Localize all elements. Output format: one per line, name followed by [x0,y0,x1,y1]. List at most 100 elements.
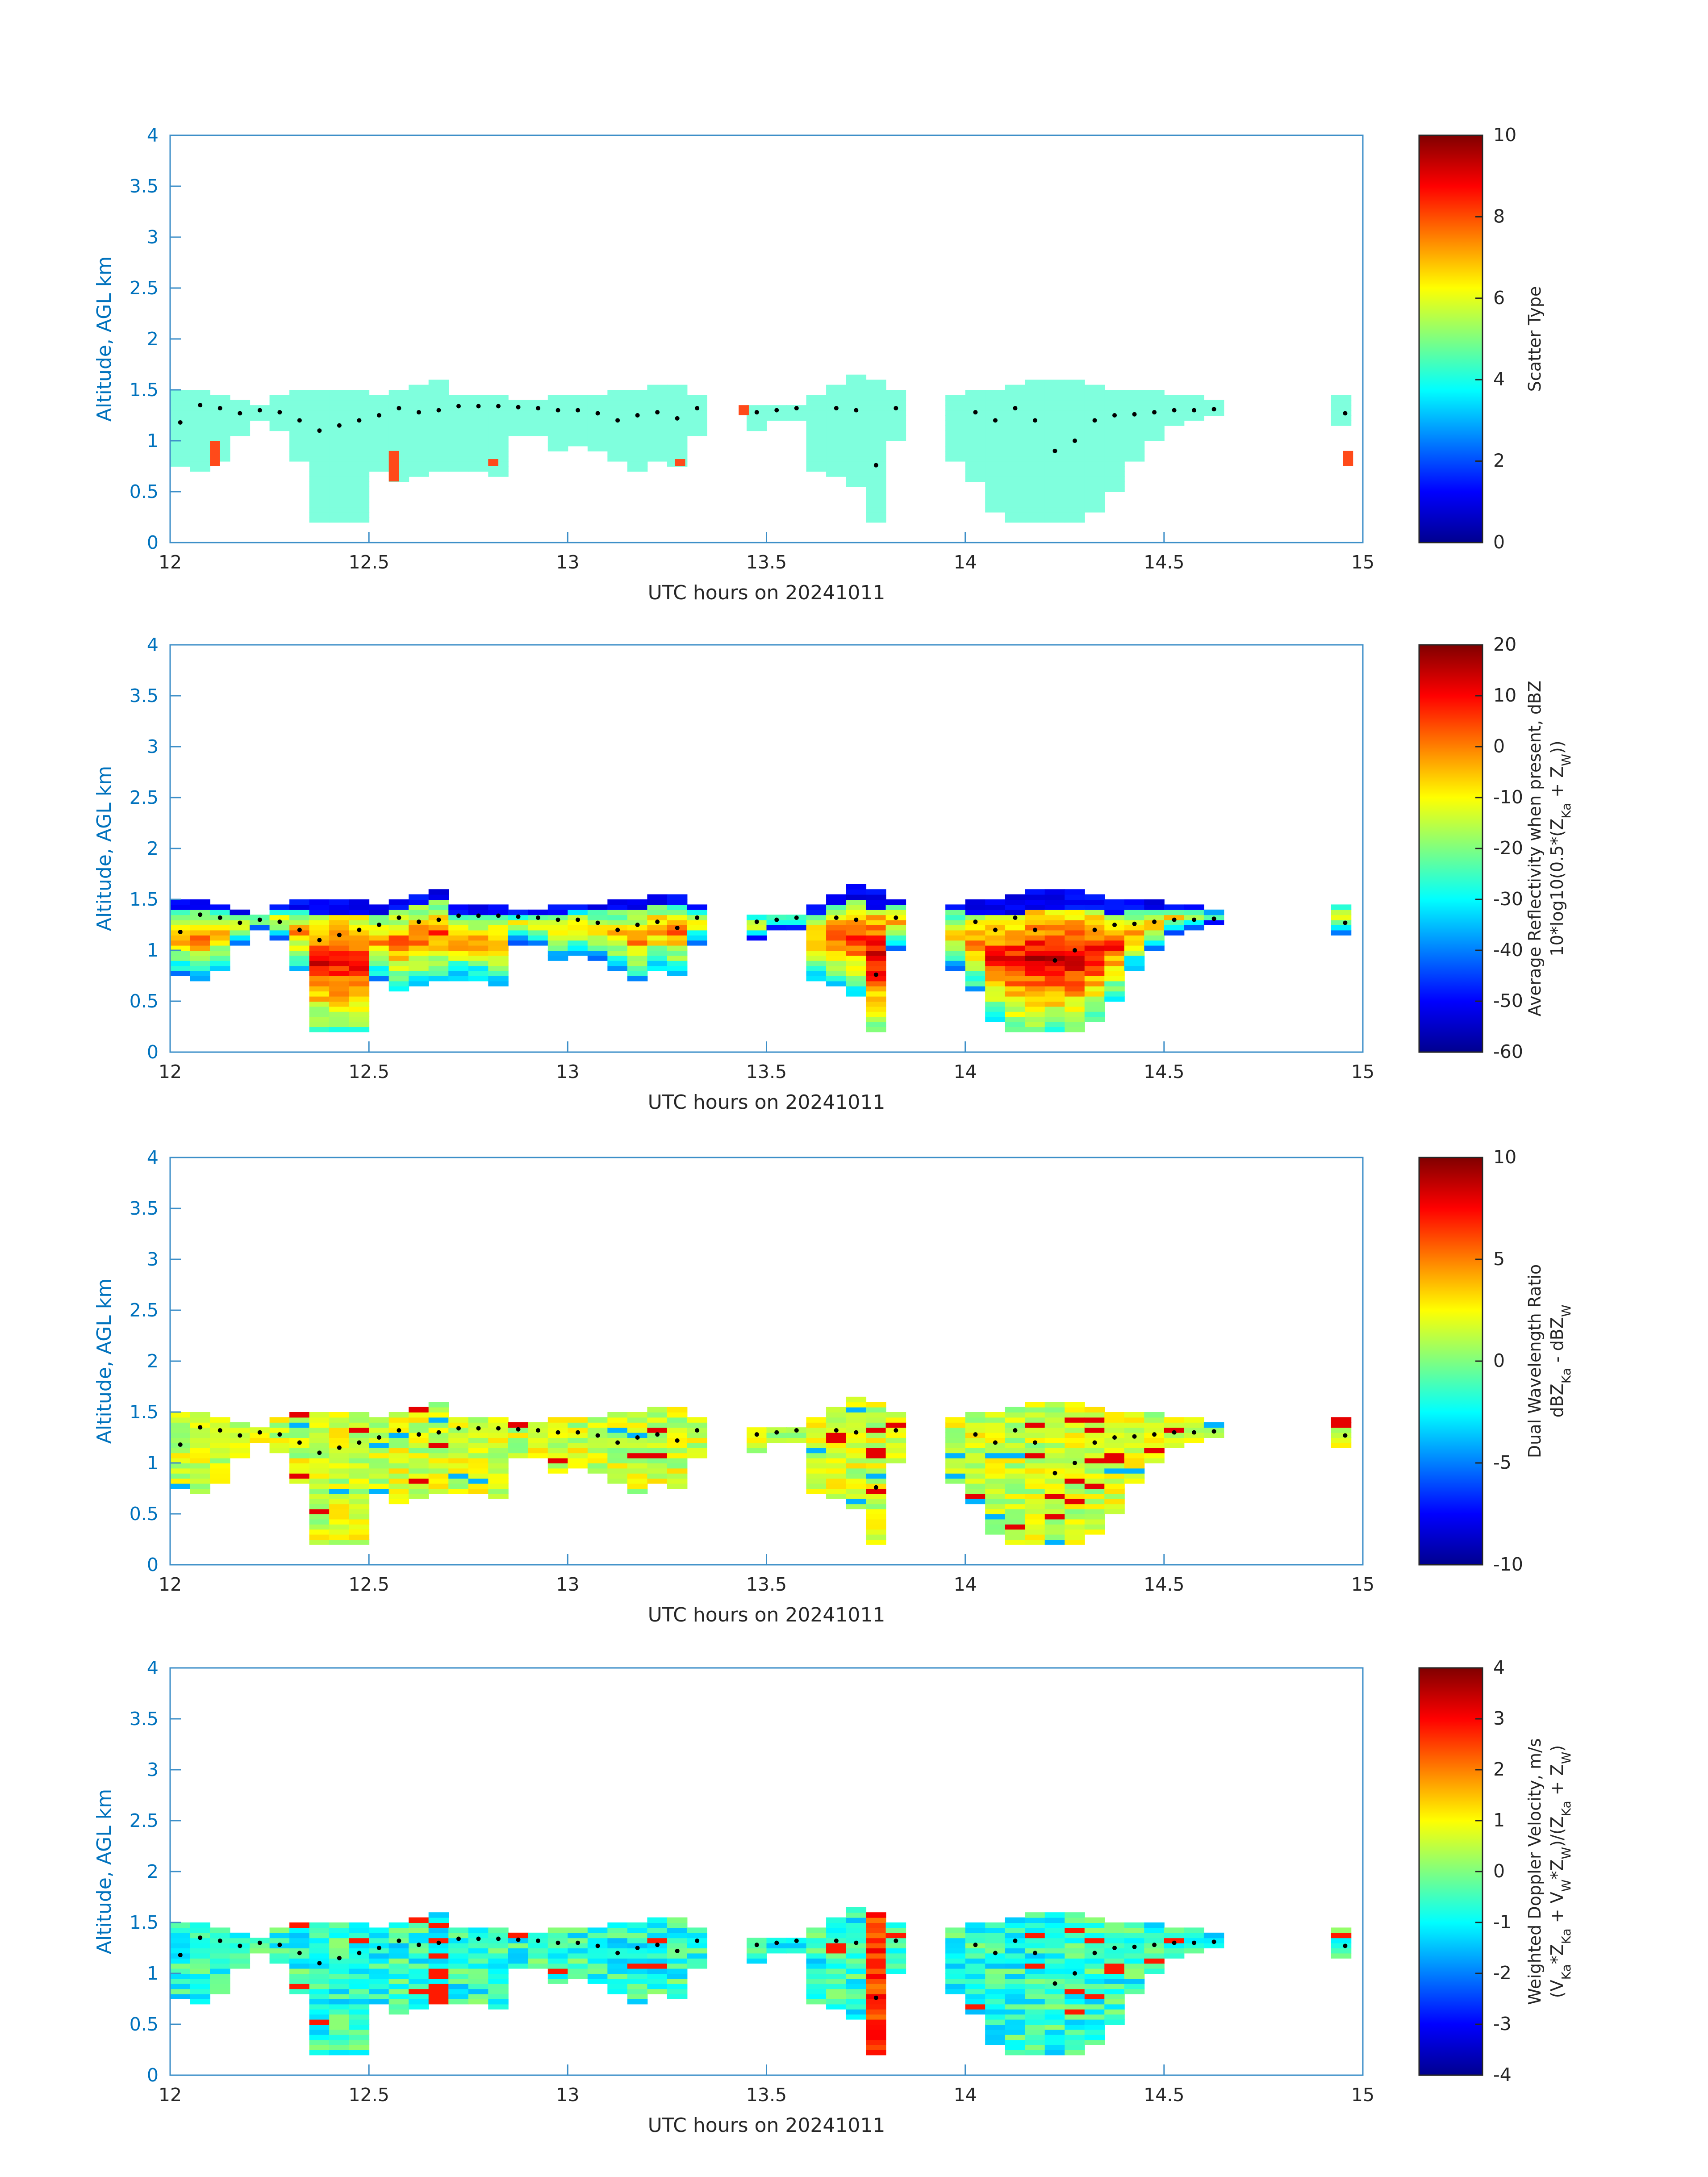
heatmap-cell [488,930,509,936]
heatmap-cell [409,451,429,457]
heatmap-cell [388,390,409,396]
heatmap-cell [667,1927,688,1933]
heatmap-cell [190,965,211,971]
heatmap-cell [388,955,409,961]
heatmap-cell [468,1932,489,1939]
heatmap-cell [1084,1422,1105,1428]
heatmap-cell [349,1427,370,1433]
colorbar-frame [1418,134,1483,543]
cloud-base-dot [754,919,759,924]
heatmap-cell [587,425,608,431]
heatmap-cell [568,1453,588,1458]
heatmap-cell [1005,1478,1026,1484]
heatmap-cell [1025,390,1045,396]
reflectivity-xlabel: UTC hours on 20241011 [648,1091,885,1114]
heatmap-cell [667,1453,688,1458]
heatmap-cell [1084,2039,1105,2045]
heatmap-cell [448,395,469,401]
heatmap-cell [349,1437,370,1443]
heatmap-cell [826,1468,847,1474]
heatmap-cell [309,2039,330,2045]
heatmap-cell [667,904,688,910]
y-tick-label: 1.5 [129,1912,159,1933]
cloud-base-dot [496,913,501,918]
heatmap-cell [190,940,211,946]
heatmap-cell [1025,1016,1045,1022]
heatmap-cell [190,1442,211,1448]
heatmap-cell [170,955,191,961]
heatmap-cell [1203,909,1224,915]
heatmap-cell [826,930,847,936]
colorbar-label-line: dBZKa - dBZW [1547,1304,1574,1417]
heatmap-cell [1044,2019,1065,2025]
cloud-base-dot [178,420,183,425]
colorbar-gradient [1419,135,1482,543]
heatmap-cell [448,435,469,441]
heatmap-cell [349,2009,370,2015]
heatmap-cell [1124,1453,1145,1458]
heatmap-cell [568,1932,588,1939]
heatmap-cell [806,1488,827,1494]
heatmap-cell [1104,486,1125,492]
heatmap-cell [488,1993,509,1999]
heatmap-cell [329,1488,350,1494]
heatmap-cell [846,471,867,477]
heatmap-cell [1065,1953,1085,1959]
heatmap-cell [309,986,330,992]
heatmap-cell [965,1458,986,1463]
heatmap-cell [866,1938,886,1943]
cloud-base-dot [1211,916,1216,921]
cloud-base-dot [1152,1943,1157,1947]
heatmap-cell [866,1427,886,1433]
heatmap-cell [309,1468,330,1474]
heatmap-cell [388,1478,409,1484]
heatmap-cell [1044,446,1065,451]
heatmap-cell [170,1968,191,1974]
heatmap-cell [846,400,867,406]
heatmap-cell [1005,441,1026,447]
heatmap-cell [667,405,688,411]
heatmap-cell [409,1978,429,1984]
heatmap-cell [826,955,847,961]
heatmap-cell [329,1973,350,1979]
heatmap-cell [309,1958,330,1964]
heatmap-cell [1331,909,1352,915]
heatmap-cell [627,1473,648,1479]
heatmap-cell [329,919,350,925]
heatmap-cell [329,1953,350,1959]
heatmap-cell [349,1001,370,1007]
heatmap-cell [1331,919,1352,925]
cloud-base-dot [794,1428,799,1433]
heatmap-cell [428,395,449,401]
heatmap-cell [1164,420,1185,426]
heatmap-cell [587,415,608,421]
heatmap-cell [826,1493,847,1499]
heatmap-cell [826,435,847,441]
heatmap-cell [647,1953,668,1959]
heatmap-cell [428,1483,449,1489]
heatmap-cell [309,1948,330,1954]
heatmap-cell [846,1907,867,1913]
heatmap-cell [388,919,409,925]
heatmap-cell [230,915,251,920]
heatmap-cell [1124,435,1145,441]
heatmap-cell [329,507,350,513]
heatmap-cell [1025,1417,1045,1423]
heatmap-cell [1084,1983,1105,1989]
heatmap-cell [190,960,211,966]
heatmap-cell [647,1453,668,1458]
heatmap-cell [329,1412,350,1418]
heatmap-cell [1044,894,1065,900]
heatmap-cell [488,400,509,406]
heatmap-cell [349,390,370,396]
heatmap-cell [1065,1001,1085,1007]
heatmap-cell [1084,1514,1105,1520]
heatmap-cell [289,1943,310,1948]
heatmap-cell [806,1927,827,1933]
heatmap-cell [1065,1432,1085,1438]
heatmap-cell [667,1978,688,1984]
heatmap-cell [448,1993,469,1999]
heatmap-cell [866,1508,886,1514]
heatmap-cell [1331,415,1352,421]
heatmap-cell [1044,1432,1065,1438]
